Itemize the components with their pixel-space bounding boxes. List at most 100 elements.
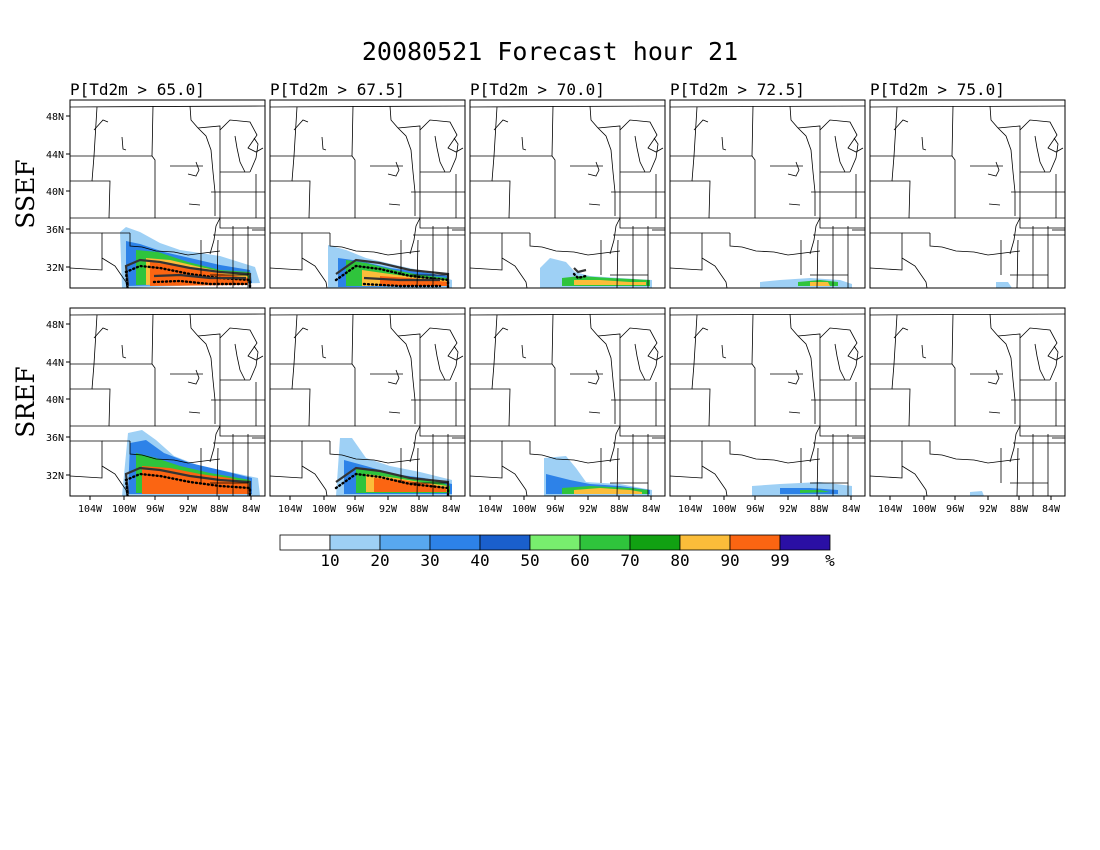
colorbar-swatch-3 — [379, 534, 431, 551]
colorbar-swatch-11 — [779, 534, 831, 551]
colorbar-swatch-7 — [579, 534, 631, 551]
lon-tick-84W: 84W — [1042, 504, 1061, 515]
panel-frame — [869, 307, 1066, 497]
panel-frame — [469, 307, 666, 497]
lat-tick-44N: 44N — [46, 150, 64, 161]
column-title-2: P[Td2m > 67.5] — [270, 80, 405, 99]
stipple-line-1 — [124, 264, 252, 288]
stipple-line-2 — [152, 279, 248, 286]
map-panel-sref-2: 104W 100W 96W 92W 88W 84W — [269, 307, 466, 515]
colorbar-unit-label: % — [825, 551, 835, 570]
map-panel-sref-5: 104W 100W 96W 92W 88W 84W — [869, 307, 1066, 515]
colorbar-label-10: 10 — [320, 551, 339, 570]
lon-tick-96W: 96W — [946, 504, 965, 515]
stipple-line-1 — [124, 472, 252, 496]
lat-tick-36N: 36N — [46, 225, 64, 236]
prob-contour-2 — [153, 273, 246, 280]
colorbar-label-70: 70 — [620, 551, 639, 570]
column-title-5: P[Td2m > 75.0] — [870, 80, 1005, 99]
lat-tick-48N: 48N — [46, 112, 64, 123]
panel-grid: SSEF P[Td2m > 65.0] 48N 44N 40N 36N 32N P[Td2m … — [11, 80, 1066, 515]
lon-tick-100W: 100W — [712, 504, 737, 515]
lon-tick-84W: 84W — [842, 504, 861, 515]
panel-frame — [269, 99, 466, 289]
probability-fill-5 — [150, 262, 248, 286]
lon-tick-100W: 100W — [112, 504, 137, 515]
lon-tick-96W: 96W — [146, 504, 165, 515]
panel-frame — [69, 99, 266, 289]
lon-tick-96W: 96W — [346, 504, 365, 515]
stipple-line-2 — [362, 282, 442, 288]
lon-tick-100W: 100W — [512, 504, 537, 515]
probability-fill-1 — [970, 491, 984, 496]
lon-tick-88W: 88W — [210, 504, 229, 515]
lon-tick-104W: 104W — [78, 504, 103, 515]
column-title-3: P[Td2m > 70.0] — [470, 80, 605, 99]
panel-frame — [669, 99, 866, 289]
lon-tick-88W: 88W — [410, 504, 429, 515]
lat-tick-32N: 32N — [46, 263, 64, 274]
lat-tick-32N: 32N — [46, 471, 64, 482]
prob-contour-1 — [124, 258, 252, 287]
colorbar-label-30: 30 — [420, 551, 439, 570]
map-panel-sref-1: 48N 44N 40N 36N 32N 104W 100W 96W 92W 88W 84W — [46, 307, 266, 515]
lon-tick-96W: 96W — [546, 504, 565, 515]
prob-contour-2 — [363, 276, 440, 282]
row-label-ssef: SSEF — [11, 159, 40, 228]
lon-tick-84W: 84W — [642, 504, 661, 515]
column-title-1: P[Td2m > 65.0] — [70, 80, 205, 99]
row-label-sref: SREF — [11, 366, 40, 438]
stipple-line-1 — [572, 272, 588, 280]
colorbar-label-40: 40 — [470, 551, 489, 570]
map-panel-ssef-5: P[Td2m > 75.0] — [869, 80, 1066, 289]
panel-frame — [269, 307, 466, 497]
lon-tick-92W: 92W — [179, 504, 198, 515]
lon-tick-104W: 104W — [278, 504, 303, 515]
lon-tick-92W: 92W — [379, 504, 398, 515]
probability-fill-1 — [996, 282, 1012, 288]
colorbar-label-20: 20 — [370, 551, 389, 570]
colorbar: 10 20 30 40 50 60 70 80 90 99% — [279, 534, 835, 570]
lat-tick-40N: 40N — [46, 395, 64, 406]
prob-contour-1 — [573, 267, 587, 274]
colorbar-swatch-8 — [629, 534, 681, 551]
colorbar-swatch-2 — [329, 534, 381, 551]
lon-tick-88W: 88W — [810, 504, 829, 515]
map-panel-sref-4: 104W 100W 96W 92W 88W 84W — [669, 307, 866, 515]
colorbar-swatch-9 — [679, 534, 731, 551]
lon-tick-104W: 104W — [478, 504, 503, 515]
colorbar-label-50: 50 — [520, 551, 539, 570]
lon-tick-92W: 92W — [579, 504, 598, 515]
colorbar-swatch-6 — [529, 534, 581, 551]
probability-fill-3 — [574, 280, 646, 285]
panel-frame — [69, 307, 266, 497]
colorbar-swatch-5 — [479, 534, 531, 551]
lon-tick-84W: 84W — [442, 504, 461, 515]
lon-tick-96W: 96W — [746, 504, 765, 515]
lat-tick-36N: 36N — [46, 433, 64, 444]
figure-title: 20080521 Forecast hour 21 — [362, 37, 738, 66]
lat-tick-44N: 44N — [46, 358, 64, 369]
lon-tick-88W: 88W — [610, 504, 629, 515]
lon-tick-92W: 92W — [779, 504, 798, 515]
map-panel-ssef-2: P[Td2m > 67.5] — [269, 80, 466, 289]
panel-frame — [669, 307, 866, 497]
probability-fill-3 — [810, 282, 830, 286]
colorbar-label-60: 60 — [570, 551, 589, 570]
column-title-4: P[Td2m > 72.5] — [670, 80, 805, 99]
colorbar-swatch-4 — [429, 534, 481, 551]
map-panel-ssef-3: P[Td2m > 70.0] — [469, 80, 666, 289]
lon-tick-100W: 100W — [912, 504, 937, 515]
colorbar-swatch-10 — [729, 534, 781, 551]
lat-tick-40N: 40N — [46, 187, 64, 198]
map-panel-ssef-4: P[Td2m > 72.5] — [669, 80, 866, 289]
lon-tick-92W: 92W — [979, 504, 998, 515]
colorbar-swatch-1 — [279, 534, 331, 551]
lon-tick-84W: 84W — [242, 504, 261, 515]
lon-tick-100W: 100W — [312, 504, 337, 515]
lat-tick-48N: 48N — [46, 320, 64, 331]
panel-frame — [469, 99, 666, 289]
prob-contour-1 — [124, 466, 252, 495]
lon-tick-88W: 88W — [1010, 504, 1029, 515]
